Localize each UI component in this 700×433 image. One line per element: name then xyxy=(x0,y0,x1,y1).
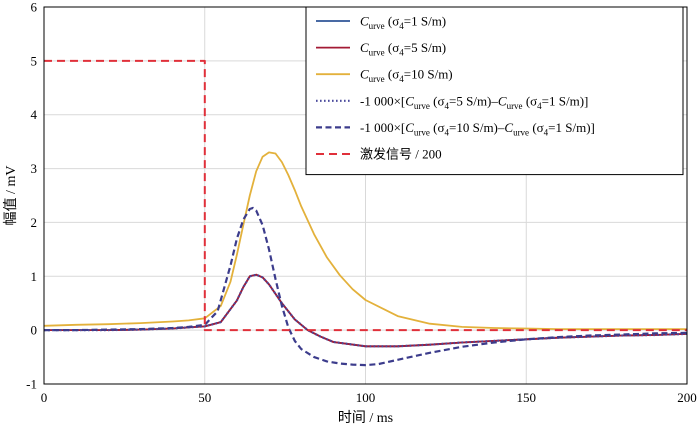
x-axis-title: 时间 / ms xyxy=(338,410,393,426)
y-tick-label-6: 6 xyxy=(31,0,38,15)
y-axis-title: 幅值 / mV xyxy=(3,166,19,226)
legend: Curve (σ4=1 S/m) Curve (σ4=5 S/m) Curve (σ… xyxy=(305,6,684,176)
y-tick-label-3: 3 xyxy=(31,161,38,176)
x-tick-label-200: 200 xyxy=(677,390,697,405)
series-line-6 xyxy=(44,59,687,332)
y-tick-label-5: 5 xyxy=(31,53,38,68)
y-tick-label-2: 2 xyxy=(31,215,38,230)
series-line-4 xyxy=(44,273,688,348)
series-line-3 xyxy=(43,151,687,331)
x-tick-label-50: 50 xyxy=(198,390,211,405)
y-tick-label-0: 0 xyxy=(31,323,38,338)
legend-box xyxy=(305,6,684,176)
series-line-5 xyxy=(44,206,688,367)
legend-label-2: Curve (σ4=5 S/m) xyxy=(360,40,446,58)
y-tick-label--1: -1 xyxy=(26,377,37,392)
y-tick-label-1: 1 xyxy=(31,269,38,284)
x-tick-label-100: 100 xyxy=(356,390,376,405)
legend-label-3: Curve (σ4=10 S/m) xyxy=(360,67,453,85)
legend-label-6: 激发信号 / 200 xyxy=(360,147,442,162)
tick-labels: 0 50 100 150 200 -1 0 1 2 3 4 5 6 xyxy=(26,0,697,405)
x-tick-label-150: 150 xyxy=(517,390,537,405)
legend-label-5: -1 000×[Curve (σ4=10 S/m)–Curve (σ4=1 S/… xyxy=(360,120,595,138)
legend-label-1: Curve (σ4=1 S/m) xyxy=(360,14,446,32)
series-layer xyxy=(43,59,688,367)
legend-label-4: -1 000×[Curve (σ4=5 S/m)–Curve (σ4=1 S/m… xyxy=(360,93,588,111)
x-tick-label-0: 0 xyxy=(41,390,48,405)
y-tick-label-4: 4 xyxy=(31,107,38,122)
